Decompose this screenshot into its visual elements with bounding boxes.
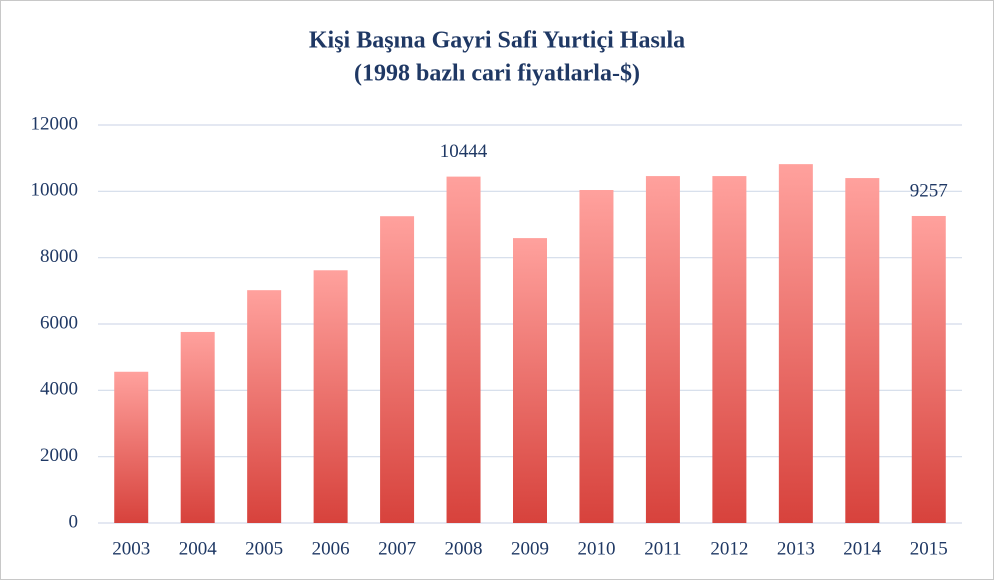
bar [778, 164, 813, 524]
data-label: 10444 [440, 141, 488, 162]
x-tick-label: 2004 [179, 538, 218, 559]
chart-subtitle: (1998 bazlı cari fiyatlarla-$) [354, 61, 640, 87]
y-tick-label: 2000 [40, 445, 78, 466]
y-tick-label: 10000 [31, 180, 79, 201]
data-label: 9257 [910, 180, 948, 201]
x-tick-label: 2014 [843, 538, 882, 559]
x-tick-label: 2009 [511, 538, 549, 559]
x-tick-label: 2003 [112, 538, 150, 559]
chart-title: Kişi Başına Gayri Safi Yurtiçi Hasıla [309, 28, 685, 54]
bar [579, 190, 614, 524]
bar [845, 178, 880, 524]
x-tick-label: 2011 [644, 538, 681, 559]
bar [513, 238, 547, 523]
x-tick-label: 2012 [710, 538, 748, 559]
x-tick-label: 2007 [378, 538, 416, 559]
bar [911, 215, 946, 523]
bar [712, 176, 747, 523]
y-tick-label: 4000 [40, 379, 78, 400]
bar [380, 216, 415, 524]
y-tick-label: 6000 [40, 312, 78, 333]
x-tick-label: 2010 [577, 538, 615, 559]
x-tick-label: 2008 [445, 538, 483, 559]
x-tick-label: 2015 [910, 538, 948, 559]
bar [114, 371, 149, 523]
bar [313, 270, 348, 523]
bar [645, 176, 680, 523]
y-tick-label: 8000 [40, 246, 78, 267]
x-tick-label: 2013 [777, 538, 815, 559]
bar [247, 290, 282, 523]
bar [446, 176, 481, 523]
x-tick-label: 2005 [245, 538, 283, 559]
y-tick-label: 0 [69, 511, 79, 532]
y-tick-label: 12000 [31, 113, 79, 134]
x-tick-label: 2006 [312, 538, 350, 559]
bar [180, 331, 215, 523]
